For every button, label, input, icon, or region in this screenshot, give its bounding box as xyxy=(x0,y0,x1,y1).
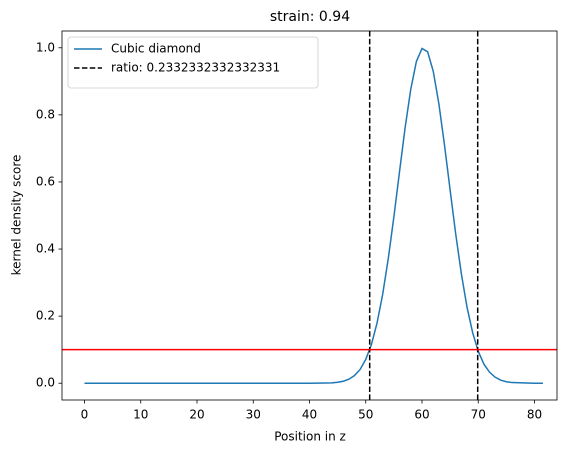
y-tick-label: 0.4 xyxy=(36,242,55,256)
legend-label: Cubic diamond xyxy=(111,42,201,56)
y-axis-label: kernel density score xyxy=(10,155,24,276)
chart-title: strain: 0.94 xyxy=(270,9,350,25)
plot-frame xyxy=(61,30,558,401)
data-line xyxy=(84,47,543,384)
x-axis-label: Position in z xyxy=(274,430,346,444)
x-tick-label: 40 xyxy=(302,408,317,422)
y-tick-label: 0.8 xyxy=(36,107,55,121)
plot-area xyxy=(62,31,557,400)
x-tick-label: 30 xyxy=(246,408,261,422)
x-tick-label: 0 xyxy=(81,408,89,422)
y-tick-label: 0.0 xyxy=(36,376,55,390)
x-tick-label: 70 xyxy=(471,408,486,422)
y-tick-label: 1.0 xyxy=(36,40,55,54)
x-tick-label: 10 xyxy=(133,408,148,422)
x-tick-label: 20 xyxy=(189,408,204,422)
x-tick-label: 60 xyxy=(414,408,429,422)
y-tick-label: 0.6 xyxy=(36,174,55,188)
x-tick-label: 80 xyxy=(527,408,542,422)
legend-label: ratio: 0.2332332332332331 xyxy=(111,61,280,75)
legend-box xyxy=(67,36,319,89)
x-tick-label: 50 xyxy=(358,408,373,422)
y-tick-label: 0.2 xyxy=(36,309,55,323)
